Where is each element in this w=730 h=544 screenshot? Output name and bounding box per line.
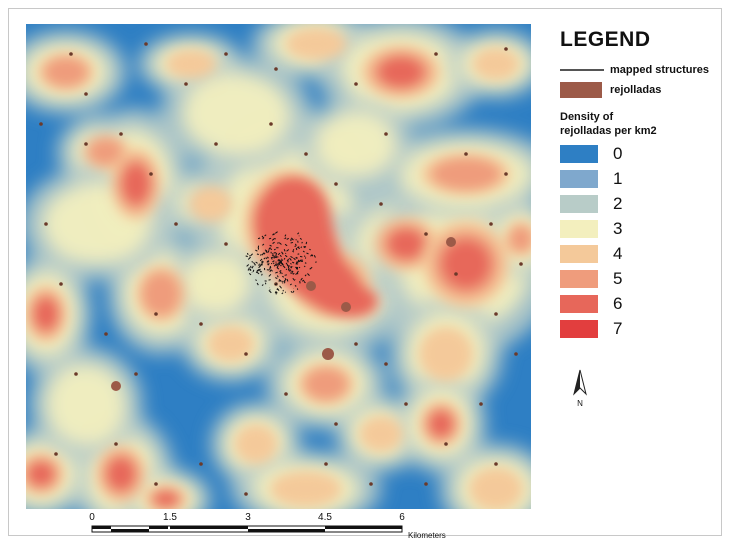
density-swatch — [560, 270, 598, 288]
rejollada-large-points — [111, 237, 456, 391]
north-arrow-icon: N — [573, 369, 587, 408]
density-class-label: 6 — [613, 294, 623, 313]
density-class-label: 2 — [613, 194, 623, 213]
scale-tick-label: 4.5 — [318, 512, 332, 523]
scale-tick-label: 3 — [245, 512, 251, 523]
density-title-line2: rejolladas per km2 — [560, 125, 657, 137]
density-class-4: 4 — [560, 244, 622, 264]
density-class-3: 3 — [560, 219, 622, 239]
density-warm-layer — [26, 27, 531, 509]
density-swatch — [560, 320, 598, 338]
north-label: N — [577, 399, 583, 408]
density-class-5: 5 — [560, 269, 622, 289]
scale-units: Kilometers — [408, 531, 446, 540]
density-class-label: 0 — [613, 144, 623, 163]
density-class-label: 1 — [613, 169, 623, 188]
density-swatch — [560, 220, 598, 238]
rejollada-points — [39, 42, 523, 496]
density-class-label: 3 — [613, 219, 623, 238]
density-map — [26, 24, 531, 509]
density-class-label: 7 — [613, 319, 623, 338]
density-class-6: 6 — [560, 294, 622, 314]
density-swatch — [560, 170, 598, 188]
map-frame — [8, 8, 722, 536]
density-title-line1: Density of — [560, 111, 614, 123]
density-class-2: 2 — [560, 194, 622, 214]
density-class-7: 7 — [560, 319, 622, 339]
density-swatch — [560, 295, 598, 313]
density-class-0: 0 — [560, 144, 622, 164]
scale-tick-label: 0 — [89, 512, 95, 523]
density-swatch — [560, 195, 598, 213]
legend-title: LEGEND — [560, 28, 651, 51]
scale-tick-label: 6 — [399, 512, 405, 523]
density-class-label: 5 — [613, 269, 623, 288]
density-class-label: 4 — [613, 244, 623, 263]
legend-item-rejolladas: rejolladas — [560, 82, 661, 98]
rejolladas-label: rejolladas — [610, 84, 662, 96]
line-symbol — [560, 69, 604, 71]
density-swatch — [560, 145, 598, 163]
rejolladas-swatch — [560, 82, 602, 98]
mapped-structures-label: mapped structures — [610, 64, 710, 76]
scale-tick-label: 1.5 — [163, 512, 177, 523]
scale-bar: 0 1.5 3 4.5 6 Kilometers — [80, 512, 480, 542]
density-swatch — [560, 245, 598, 263]
density-class-1: 1 — [560, 169, 622, 189]
legend-item-mapped-structures: mapped structures — [560, 64, 709, 76]
density-title: Density of rejolladas per km2 — [560, 110, 657, 138]
mapped-structures-cluster — [245, 231, 317, 295]
